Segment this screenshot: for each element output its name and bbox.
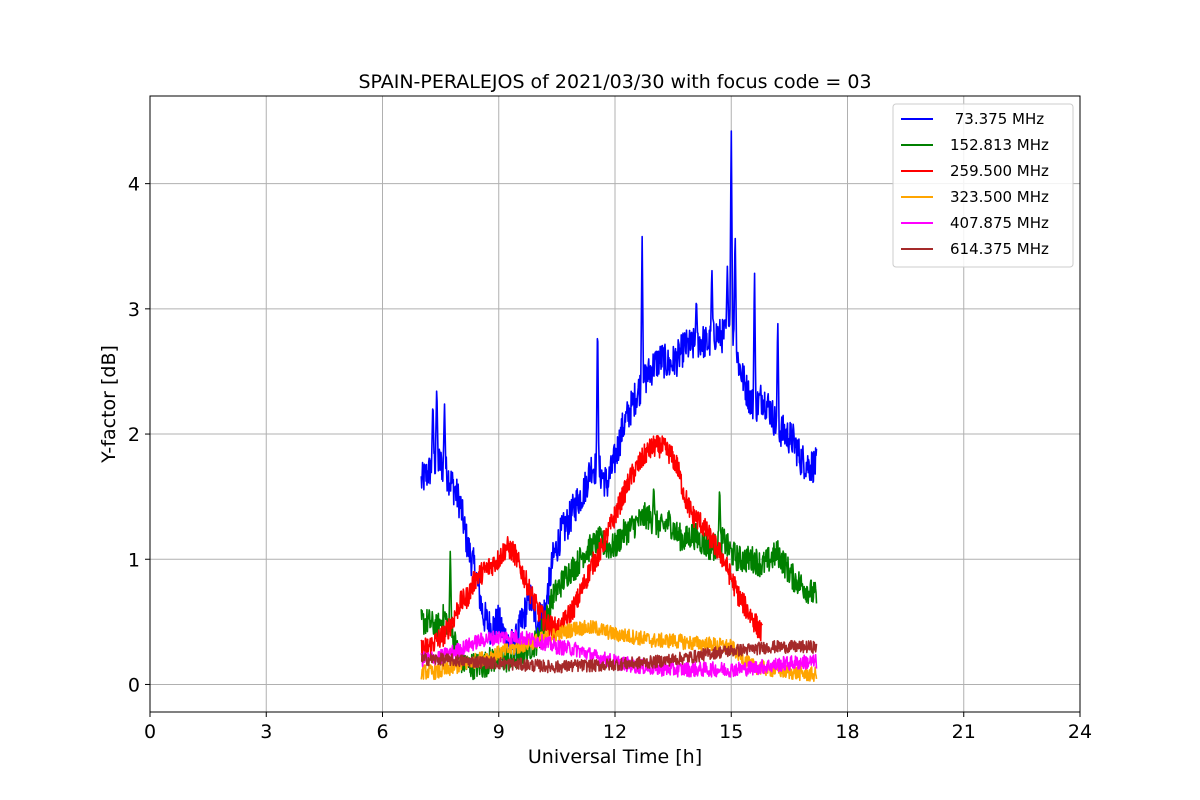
y-tick-label: 1 — [128, 549, 140, 571]
legend-label: 407.875 MHz — [950, 214, 1049, 232]
y-tick-label: 3 — [128, 299, 140, 321]
series-line-3 — [420, 434, 763, 661]
x-tick-label: 24 — [1068, 721, 1092, 743]
x-axis: 0 3 6 9 12 15 18 21 24 — [144, 712, 1092, 743]
x-tick-label: 6 — [376, 721, 388, 743]
series-line-1 — [420, 130, 818, 664]
x-tick-label: 0 — [144, 721, 156, 743]
legend-label: 73.375 MHz — [950, 110, 1044, 128]
y-tick-label: 0 — [128, 674, 140, 696]
x-tick-label: 18 — [835, 721, 859, 743]
x-tick-label: 15 — [719, 721, 743, 743]
y-axis-label: Y-factor [dB] — [98, 345, 120, 464]
legend: 73.375 MHz 152.813 MHz 259.500 MHz 323.500 … — [892, 103, 1074, 268]
x-tick-label: 9 — [493, 721, 505, 743]
y-tick-label: 4 — [128, 174, 140, 196]
x-tick-label: 12 — [603, 721, 627, 743]
x-tick-label: 3 — [260, 721, 272, 743]
series-layer — [420, 130, 818, 682]
x-tick-label: 21 — [952, 721, 976, 743]
x-axis-label: Universal Time [h] — [528, 746, 702, 768]
legend-label: 323.500 MHz — [950, 188, 1049, 206]
y-axis: 0 1 2 3 4 — [128, 174, 150, 696]
legend-label: 152.813 MHz — [950, 136, 1049, 154]
legend-label: 614.375 MHz — [950, 240, 1049, 258]
series-line-6 — [420, 639, 818, 674]
legend-box — [892, 103, 1074, 268]
y-tick-label: 2 — [128, 424, 140, 446]
legend-label: 259.500 MHz — [950, 162, 1049, 180]
chart-title: SPAIN-PERALEJOS of 2021/03/30 with focus… — [358, 71, 871, 93]
